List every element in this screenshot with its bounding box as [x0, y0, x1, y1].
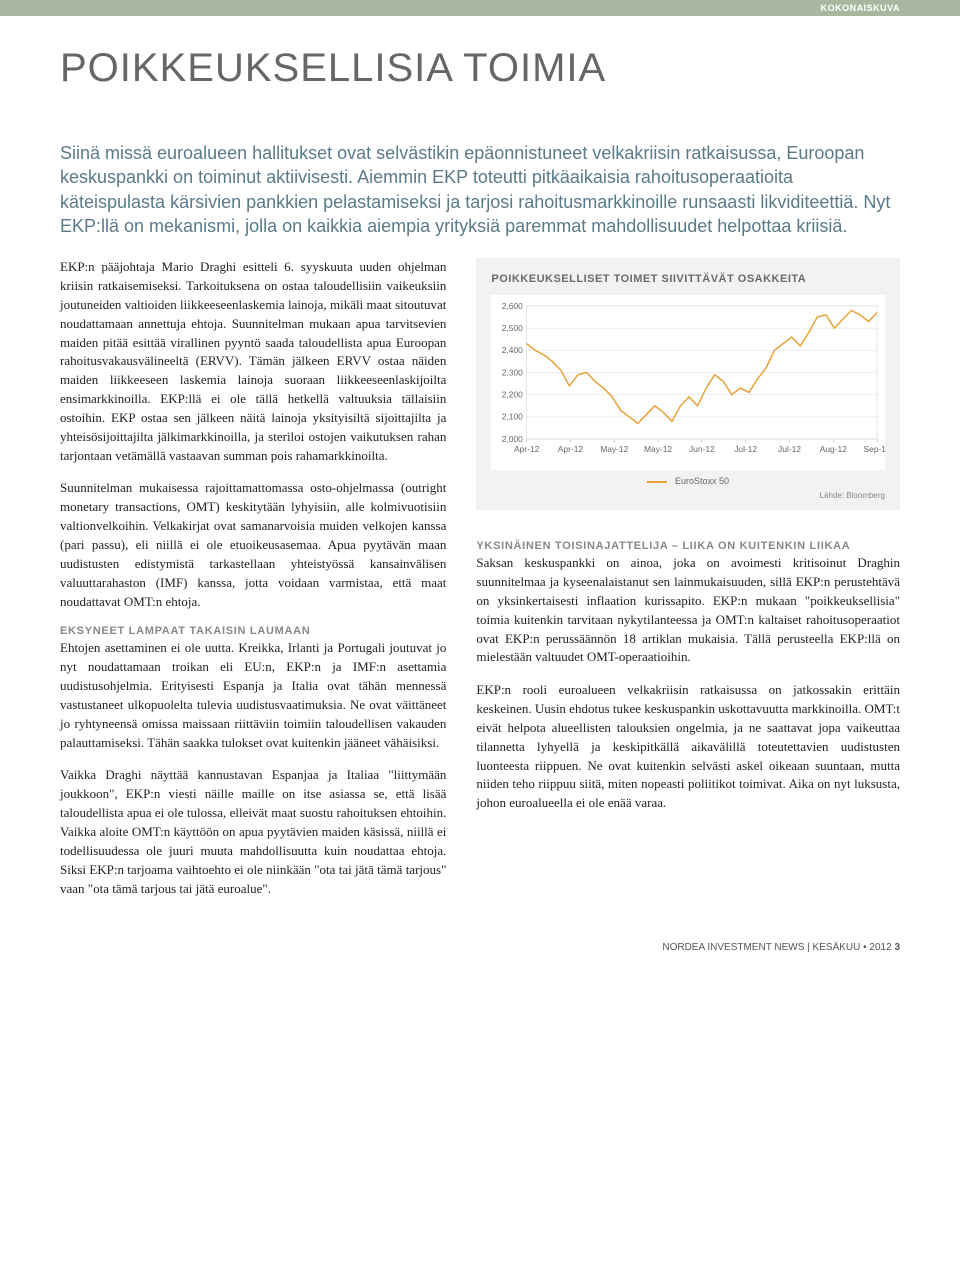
legend-swatch	[647, 481, 667, 483]
chart-title: POIKKEUKSELLISET TOIMET SIIVITTÄVÄT OSAK…	[491, 273, 885, 285]
chart-plot-area: 2,000 2,100 2,200 2,300 2,400 2,500 2,600 Apr-1…	[491, 295, 885, 470]
svg-text:Jun-12: Jun-12	[689, 444, 715, 454]
legend-label: EuroStoxx 50	[675, 476, 729, 486]
svg-text:May-12: May-12	[644, 444, 672, 454]
page-footer: NORDEA INVESTMENT NEWS | KESÄKUU • 2012 …	[60, 942, 900, 953]
svg-text:May-12: May-12	[601, 444, 629, 454]
left-paragraph-2: Suunnitelman mukaisessa rajoittamattomas…	[60, 479, 446, 611]
chart-svg: 2,000 2,100 2,200 2,300 2,400 2,500 2,600 Apr-1…	[491, 295, 885, 465]
right-paragraph-2: EKP:n rooli euroalueen velkakriisin ratk…	[476, 681, 900, 813]
page-title: POIKKEUKSELLISIA TOIMIA	[60, 46, 900, 91]
footer-text: NORDEA INVESTMENT NEWS | KESÄKUU • 2012	[662, 942, 891, 953]
intro-paragraph: Siinä missä euroalueen hallitukset ovat …	[60, 141, 900, 238]
svg-text:2,000: 2,000	[502, 434, 523, 444]
svg-text:Sep-12: Sep-12	[864, 444, 885, 454]
page-content: POIKKEUKSELLISIA TOIMIA Siinä missä euro…	[0, 16, 960, 973]
left-heading-1: EKSYNEET LAMPAAT TAKAISIN LAUMAAN	[60, 625, 446, 637]
svg-text:Apr-12: Apr-12	[558, 444, 584, 454]
chart-panel: POIKKEUKSELLISET TOIMET SIIVITTÄVÄT OSAK…	[476, 258, 900, 510]
svg-text:2,200: 2,200	[502, 390, 523, 400]
header-category: KOKONAISKUVA	[0, 0, 960, 16]
footer-page-number: 3	[894, 942, 900, 953]
left-paragraph-3: Ehtojen asettaminen ei ole uutta. Kreikk…	[60, 639, 446, 752]
svg-text:2,400: 2,400	[502, 345, 523, 355]
chart-source: Lähde: Bloomberg	[491, 491, 885, 500]
right-column: POIKKEUKSELLISET TOIMET SIIVITTÄVÄT OSAK…	[476, 258, 900, 912]
svg-text:Jul-12: Jul-12	[778, 444, 801, 454]
svg-text:2,100: 2,100	[502, 412, 523, 422]
svg-text:Jul-12: Jul-12	[735, 444, 758, 454]
left-column: EKP:n pääjohtaja Mario Draghi esitteli 6…	[60, 258, 446, 912]
svg-text:2,300: 2,300	[502, 368, 523, 378]
svg-text:2,600: 2,600	[502, 301, 523, 311]
column-layout: EKP:n pääjohtaja Mario Draghi esitteli 6…	[60, 258, 900, 912]
svg-text:2,500: 2,500	[502, 323, 523, 333]
left-paragraph-4: Vaikka Draghi näyttää kannustavan Espanj…	[60, 766, 446, 898]
left-paragraph-1: EKP:n pääjohtaja Mario Draghi esitteli 6…	[60, 258, 446, 465]
right-heading-1: YKSINÄINEN TOISINAJATTELIJA – LIIKA ON K…	[476, 540, 900, 552]
svg-text:Aug-12: Aug-12	[820, 444, 847, 454]
chart-legend: EuroStoxx 50	[491, 470, 885, 488]
svg-text:Apr-12: Apr-12	[514, 444, 540, 454]
right-paragraph-1: Saksan keskuspankki on ainoa, joka on av…	[476, 554, 900, 667]
